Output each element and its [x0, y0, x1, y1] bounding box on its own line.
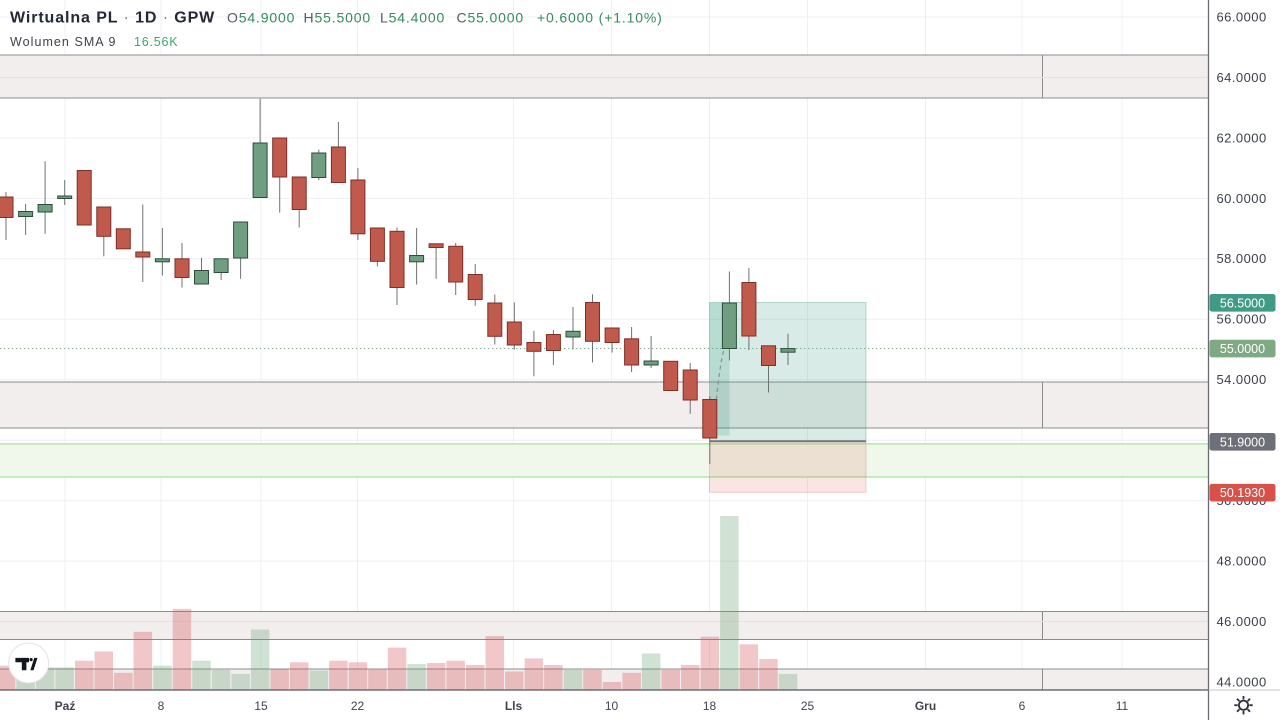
svg-text:55.0000: 55.0000: [1220, 342, 1265, 356]
svg-text:54.0000: 54.0000: [1217, 372, 1267, 387]
svg-text:62.0000: 62.0000: [1217, 130, 1267, 145]
svg-text:25: 25: [801, 699, 815, 713]
svg-text:66.0000: 66.0000: [1217, 9, 1267, 24]
svg-text:64.0000: 64.0000: [1217, 70, 1267, 85]
svg-text:16.56K: 16.56K: [134, 35, 178, 49]
svg-text:51.9000: 51.9000: [1220, 435, 1265, 449]
svg-text:56.0000: 56.0000: [1217, 312, 1267, 327]
svg-text:56.5000: 56.5000: [1220, 296, 1265, 310]
svg-text:48.0000: 48.0000: [1217, 554, 1267, 569]
svg-text:8: 8: [158, 699, 165, 713]
svg-text:50.1930: 50.1930: [1220, 486, 1265, 500]
svg-text:10: 10: [605, 699, 619, 713]
svg-text:Gru: Gru: [915, 699, 936, 713]
svg-text:58.0000: 58.0000: [1217, 251, 1267, 266]
svg-text:Wolumen SMA 9: Wolumen SMA 9: [10, 35, 117, 49]
svg-text:Lls: Lls: [505, 699, 523, 713]
svg-text:6: 6: [1019, 699, 1026, 713]
svg-text:22: 22: [351, 699, 365, 713]
svg-text:18: 18: [703, 699, 717, 713]
svg-text:46.0000: 46.0000: [1217, 614, 1267, 629]
svg-text:15: 15: [254, 699, 268, 713]
svg-text:44.0000: 44.0000: [1217, 674, 1267, 689]
svg-text:Wirtualna PL · 1D · GPW: Wirtualna PL · 1D · GPW: [10, 10, 215, 27]
svg-text:Paź: Paź: [55, 699, 76, 713]
svg-text:60.0000: 60.0000: [1217, 191, 1267, 206]
svg-text:11: 11: [1116, 699, 1129, 713]
